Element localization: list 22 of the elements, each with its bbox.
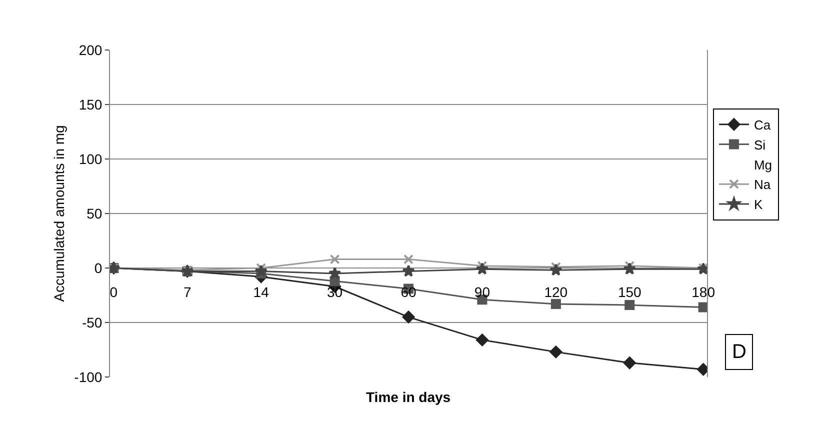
legend-label: Na (754, 177, 772, 192)
y-tick-label: 150 (78, 96, 102, 112)
x-tick-label: 7 (183, 284, 192, 300)
y-axis-title: Accumulated amounts in mg (50, 125, 67, 302)
y-tick-label: 200 (78, 42, 102, 58)
x-tick-label: 14 (253, 284, 270, 300)
legend-label: Si (754, 137, 766, 152)
text: Mg (754, 157, 772, 172)
x-axis-title: Time in days (366, 389, 451, 405)
y-tick-label: -100 (74, 368, 102, 385)
x-tick-label: 120 (544, 284, 568, 300)
legend-label: K (754, 197, 763, 212)
x-tick-label: 0 (110, 284, 118, 300)
x-tick-label: 180 (692, 284, 716, 300)
y-tick-label: 0 (94, 260, 102, 276)
x-tick-label: 60 (400, 284, 416, 300)
y-tick-label: 100 (78, 150, 102, 167)
legend-label: Ca (754, 117, 772, 132)
y-tick-label: -50 (82, 314, 102, 330)
text: D (732, 341, 746, 363)
y-tick-label: 50 (86, 205, 102, 222)
x-tick-label: 150 (618, 284, 642, 300)
